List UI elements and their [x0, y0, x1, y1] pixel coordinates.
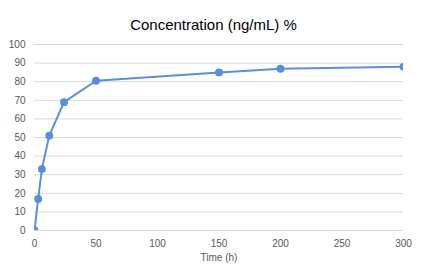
html-text:Concentration (ng/mL) %: Concentration (ng/mL) %	[130, 16, 297, 33]
svg-text:0: 0	[20, 225, 26, 236]
svg-text:20: 20	[14, 188, 26, 199]
svg-text:10: 10	[14, 206, 26, 217]
svg-text:150: 150	[211, 238, 228, 249]
svg-text:250: 250	[334, 238, 351, 249]
svg-text:30: 30	[14, 169, 26, 180]
svg-text:200: 200	[272, 238, 289, 249]
svg-text:90: 90	[14, 57, 26, 68]
svg-text:80: 80	[14, 76, 26, 87]
svg-text:300: 300	[395, 238, 412, 249]
svg-text:70: 70	[14, 95, 26, 106]
svg-text:50: 50	[90, 238, 102, 249]
svg-text:50: 50	[14, 132, 26, 143]
svg-text:Time (h): Time (h)	[201, 252, 238, 263]
svg-text:40: 40	[14, 150, 26, 161]
svg-text:60: 60	[14, 113, 26, 124]
svg-text:100: 100	[9, 39, 26, 50]
svg-text:0: 0	[32, 238, 38, 249]
svg-text:100: 100	[149, 238, 166, 249]
